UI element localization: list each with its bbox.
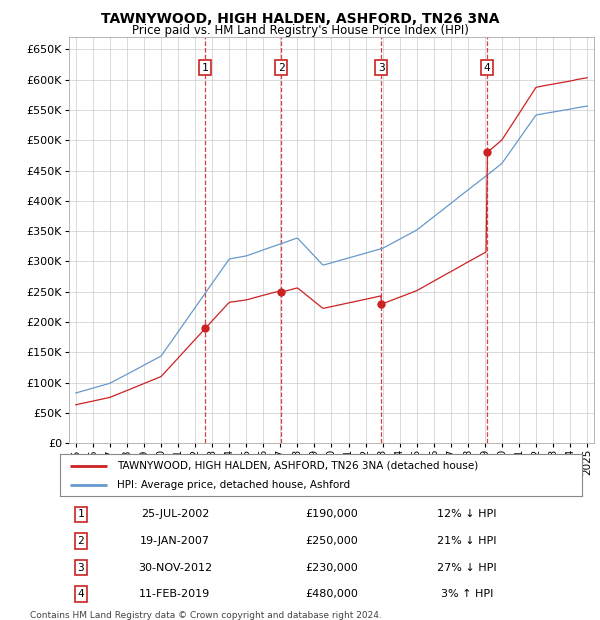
Text: 21% ↓ HPI: 21% ↓ HPI [437,536,497,546]
Text: 19-JAN-2007: 19-JAN-2007 [140,536,210,546]
Text: £250,000: £250,000 [305,536,358,546]
Text: 3: 3 [378,63,385,73]
Text: 12% ↓ HPI: 12% ↓ HPI [437,509,497,520]
Text: £190,000: £190,000 [305,509,358,520]
Text: 2: 2 [77,536,84,546]
Text: 4: 4 [77,589,84,600]
Text: TAWNYWOOD, HIGH HALDEN, ASHFORD, TN26 3NA (detached house): TAWNYWOOD, HIGH HALDEN, ASHFORD, TN26 3N… [118,461,479,471]
Text: 3: 3 [77,562,84,573]
Text: Price paid vs. HM Land Registry's House Price Index (HPI): Price paid vs. HM Land Registry's House … [131,24,469,37]
Text: Contains HM Land Registry data © Crown copyright and database right 2024.: Contains HM Land Registry data © Crown c… [30,611,382,620]
Text: 1: 1 [77,509,84,520]
Text: £230,000: £230,000 [305,562,358,573]
Text: 25-JUL-2002: 25-JUL-2002 [140,509,209,520]
Text: 30-NOV-2012: 30-NOV-2012 [138,562,212,573]
Text: £480,000: £480,000 [305,589,358,600]
Text: 2: 2 [278,63,284,73]
Text: 27% ↓ HPI: 27% ↓ HPI [437,562,497,573]
Text: 1: 1 [202,63,208,73]
Text: 3% ↑ HPI: 3% ↑ HPI [441,589,493,600]
Text: HPI: Average price, detached house, Ashford: HPI: Average price, detached house, Ashf… [118,480,350,490]
Text: TAWNYWOOD, HIGH HALDEN, ASHFORD, TN26 3NA: TAWNYWOOD, HIGH HALDEN, ASHFORD, TN26 3N… [101,12,499,27]
Text: 11-FEB-2019: 11-FEB-2019 [139,589,211,600]
Text: 4: 4 [484,63,490,73]
